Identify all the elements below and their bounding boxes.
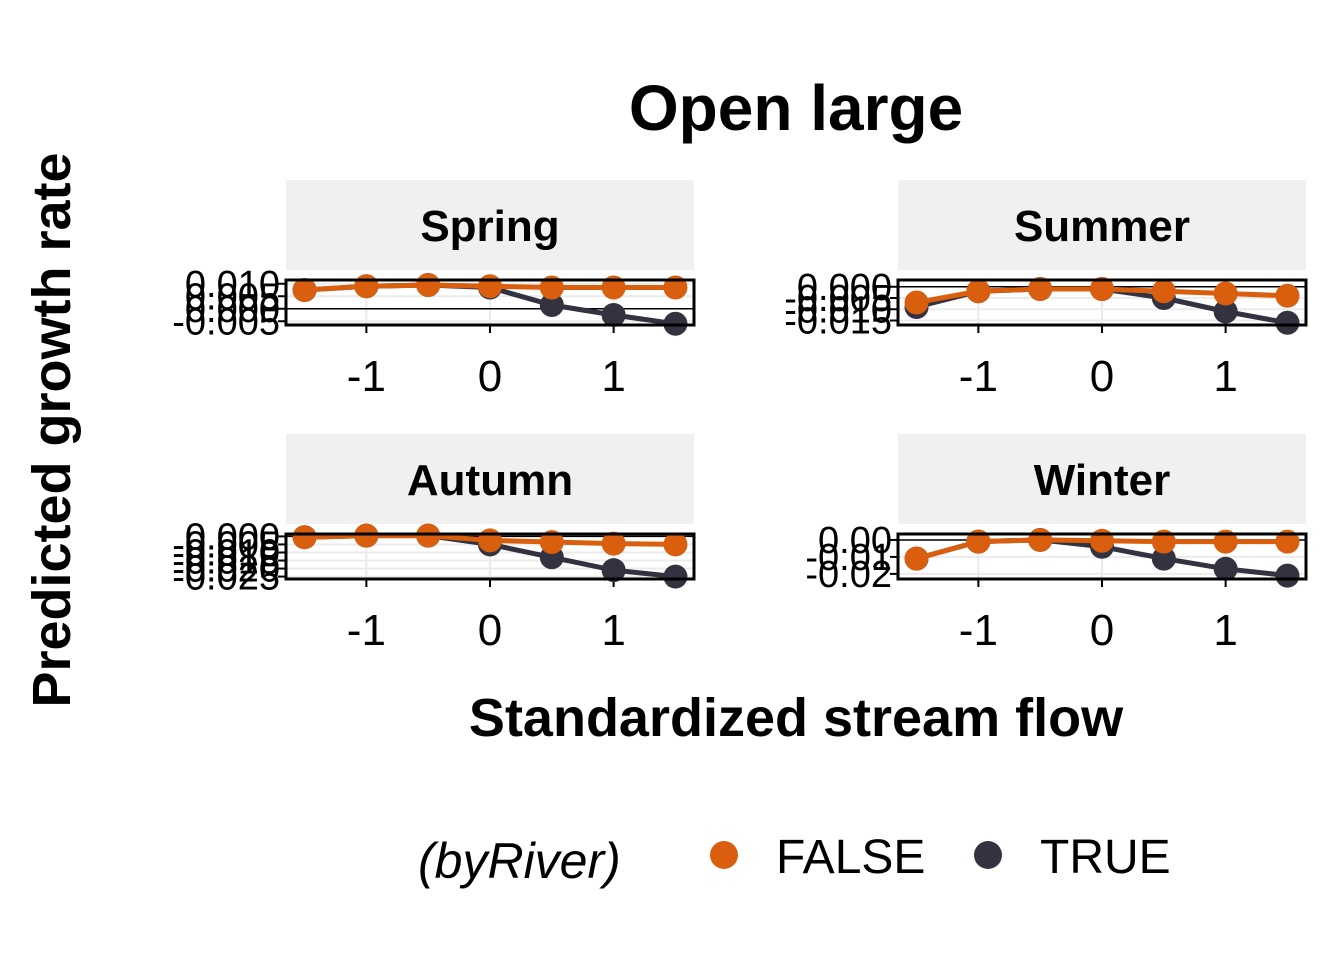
y-tick-label: 0.000 [797, 267, 892, 309]
y-tick-label: -0.020 [172, 549, 280, 591]
y-tick-label: 0.00 [818, 520, 892, 562]
facet-strip-label: Winter [1034, 456, 1171, 505]
data-point-false [1213, 529, 1238, 554]
data-point-false [966, 529, 991, 554]
y-tick-label: -0.010 [172, 532, 280, 574]
data-point-false [904, 546, 929, 571]
data-point-false [354, 523, 379, 548]
data-point-true [1275, 563, 1300, 588]
x-tick-label: 0 [478, 352, 502, 401]
facet-strip [286, 434, 694, 524]
data-point-true [1151, 546, 1176, 571]
y-tick-label: -0.015 [172, 541, 280, 583]
data-point-false [416, 273, 441, 297]
y-tick-label: -0.005 [172, 301, 280, 343]
facet-strip-label: Autumn [407, 456, 573, 505]
data-point-true [1213, 556, 1238, 581]
facet-strip [286, 180, 694, 270]
x-tick-label: -1 [347, 606, 386, 655]
x-tick-label: -1 [959, 352, 998, 401]
x-tick-label: -1 [959, 606, 998, 655]
chart-title: Open large [629, 72, 963, 144]
data-point-false [1090, 277, 1114, 301]
data-point-true [663, 564, 688, 589]
data-point-false [292, 278, 317, 302]
y-tick-label: -0.010 [784, 289, 892, 331]
y-tick-label: 0.005 [185, 276, 280, 318]
data-point-false [478, 274, 502, 299]
data-point-false [1028, 527, 1053, 552]
facet-panel-winter: Winter -0.02-0.010.00 -1 0 1 [805, 434, 1308, 655]
data-point-false [292, 525, 317, 550]
data-point-false [1090, 528, 1114, 553]
y-tick-label: 0.000 [185, 516, 280, 558]
panel-border [284, 278, 696, 327]
panel-border [896, 278, 1308, 327]
data-point-true [601, 303, 626, 327]
legend: (byRiver) FALSE TRUE [418, 831, 1171, 889]
data-point-true [601, 558, 626, 583]
y-tick-label: -0.005 [172, 524, 280, 566]
x-tick-label: 1 [1213, 606, 1237, 655]
legend-key-true [974, 841, 1002, 869]
data-point-false [966, 279, 991, 304]
data-point-false [1151, 529, 1176, 554]
data-point-false [1028, 277, 1053, 301]
y-tick-label: -0.02 [805, 554, 892, 596]
y-tick-label: -0.005 [784, 278, 892, 320]
data-point-true [1275, 310, 1300, 335]
y-tick-label: -0.01 [805, 537, 892, 579]
facet-strip-label: Summer [1014, 202, 1190, 251]
legend-label-false: FALSE [776, 831, 925, 884]
x-tick-label: -1 [347, 352, 386, 401]
x-tick-label: 0 [478, 606, 502, 655]
x-tick-label: 0 [1090, 352, 1114, 401]
y-tick-label: -0.025 [172, 557, 280, 599]
data-point-false [1213, 281, 1238, 306]
data-point-false [1275, 283, 1300, 308]
legend-title: (byRiver) [418, 833, 621, 889]
x-tick-label: 1 [601, 606, 625, 655]
data-point-false [663, 532, 688, 557]
facet-strip [898, 180, 1306, 270]
facet-strip [898, 434, 1306, 524]
facet-strip-label: Spring [420, 202, 559, 251]
panel-border [284, 532, 696, 581]
x-tick-label: 1 [1213, 352, 1237, 401]
data-point-false [539, 530, 564, 555]
data-point-false [354, 274, 379, 299]
y-tick-label: 0.000 [185, 289, 280, 331]
x-tick-label: 1 [601, 352, 625, 401]
y-tick-label: 0.010 [185, 264, 280, 306]
data-point-false [416, 523, 441, 548]
facet-panel-autumn: Autumn -0.025-0.020-0.015-0.010-0.0050.00… [172, 434, 696, 655]
x-axis-title: Standardized stream flow [469, 688, 1124, 748]
data-point-false [904, 290, 929, 315]
data-point-false [478, 528, 502, 553]
data-point-true [1213, 299, 1238, 324]
panel-border [896, 532, 1308, 581]
data-point-true [539, 293, 564, 317]
data-point-false [1151, 279, 1176, 304]
data-point-false [1275, 529, 1300, 554]
legend-key-false [710, 841, 738, 869]
y-axis-title: Predicted growth rate [22, 152, 82, 707]
data-point-false [601, 531, 626, 556]
legend-label-true: TRUE [1040, 831, 1171, 884]
y-tick-label: -0.015 [784, 301, 892, 343]
x-tick-label: 0 [1090, 606, 1114, 655]
